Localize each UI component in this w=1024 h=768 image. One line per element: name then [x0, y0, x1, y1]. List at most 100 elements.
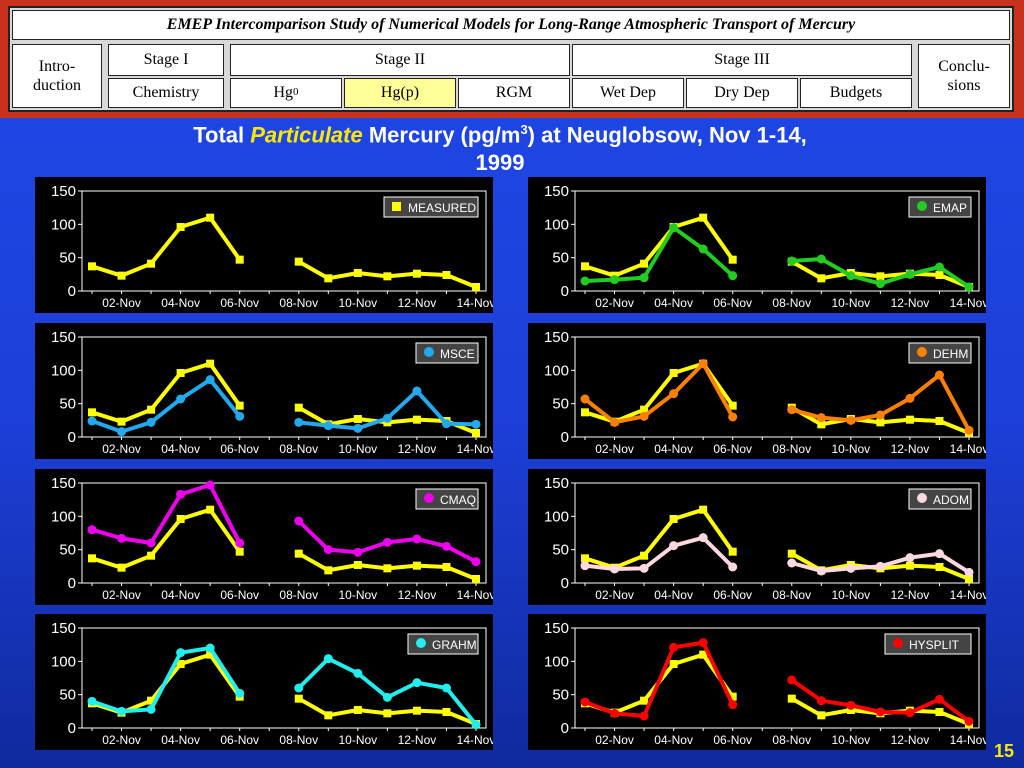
data-point: [639, 563, 649, 573]
y-tick-label: 100: [51, 362, 76, 379]
series-line: [91, 507, 242, 570]
chart-dehm: 0 50 100 150 02-Nov 04-Nov 06-Nov 08-Nov 10-Nov 1…: [528, 323, 986, 459]
data-point: [964, 567, 974, 577]
data-point: [846, 700, 856, 710]
y-tick-label: 100: [544, 653, 569, 670]
data-point: [817, 420, 826, 429]
data-point: [728, 401, 737, 410]
series-line: [91, 361, 242, 424]
x-tick-label: 08-Nov: [279, 588, 318, 602]
data-point: [905, 415, 914, 424]
series-line: [583, 361, 735, 425]
legend-marker: [917, 347, 927, 357]
data-point: [146, 417, 156, 427]
data-point: [206, 213, 215, 222]
x-tick-label: 14-Nov: [950, 588, 986, 602]
nav-introduction[interactable]: Intro- duction: [12, 44, 102, 108]
x-tick-label: 10-Nov: [832, 442, 871, 456]
y-tick-label: 100: [544, 362, 569, 379]
data-point: [235, 547, 244, 556]
data-point: [87, 696, 97, 706]
data-point: [905, 561, 914, 570]
legend-marker: [416, 638, 426, 648]
nav-hgp[interactable]: Hg(p): [344, 78, 456, 108]
x-tick-label: 10-Nov: [832, 733, 871, 747]
y-tick-label: 0: [68, 720, 76, 737]
data-point: [117, 706, 127, 716]
legend-box: [407, 633, 479, 655]
y-tick-label: 50: [552, 250, 569, 267]
data-point: [117, 533, 127, 543]
data-point: [471, 557, 481, 567]
nav-rgm[interactable]: RGM: [458, 78, 570, 108]
x-tick-label: 02-Nov: [102, 296, 141, 310]
y-tick-label: 150: [544, 329, 569, 346]
plot-frame: [81, 190, 487, 292]
y-tick-label: 50: [552, 687, 569, 704]
x-tick-label: 04-Nov: [161, 733, 200, 747]
legend-label: MSCE: [440, 347, 475, 361]
data-point: [442, 271, 451, 279]
data-point: [905, 393, 915, 403]
data-point: [669, 223, 679, 233]
data-point: [935, 563, 944, 571]
x-tick-label: 08-Nov: [279, 733, 318, 747]
data-point: [816, 696, 826, 706]
x-tick-label: 10-Nov: [339, 733, 378, 747]
data-point: [206, 505, 215, 514]
x-tick-label: 14-Nov: [457, 442, 493, 456]
x-tick-label: 04-Nov: [161, 296, 200, 310]
data-point: [728, 692, 737, 701]
data-point: [205, 480, 215, 490]
data-point: [581, 262, 589, 271]
nav-stage1[interactable]: Stage I: [108, 44, 224, 76]
data-point: [934, 262, 944, 272]
data-point: [471, 720, 481, 730]
data-point: [669, 642, 679, 652]
data-point: [176, 369, 185, 377]
legend-label: MEASURED: [408, 201, 476, 215]
nav-wetdep[interactable]: Wet Dep: [572, 78, 684, 108]
data-point: [935, 271, 944, 279]
x-tick-label: 12-Nov: [398, 296, 437, 310]
data-point: [698, 244, 708, 254]
nav-hg0[interactable]: Hg 0: [230, 78, 342, 108]
legend-box: [383, 196, 479, 218]
title-part1: Total: [193, 122, 251, 148]
legend-marker: [917, 201, 927, 211]
nav-chemistry[interactable]: Chemistry: [108, 78, 224, 108]
data-point: [639, 711, 649, 721]
nav-stage2[interactable]: Stage II: [230, 44, 570, 76]
nav-drydep[interactable]: Dry Dep: [686, 78, 798, 108]
data-point: [639, 411, 649, 421]
y-tick-label: 150: [544, 183, 569, 200]
plot-frame: [81, 627, 487, 729]
chart-svg: 0 50 100 150 02-Nov 04-Nov 06-Nov 08-Nov 10-Nov 1…: [528, 614, 986, 750]
legend-box: [884, 633, 972, 655]
nav-budgets[interactable]: Budgets: [800, 78, 912, 108]
data-point: [294, 683, 304, 693]
x-tick-label: 04-Nov: [161, 588, 200, 602]
nav-stage3[interactable]: Stage III: [572, 44, 912, 76]
legend-label: HYSPLIT: [909, 638, 960, 652]
data-point: [640, 405, 649, 414]
data-point: [876, 272, 885, 281]
data-point: [176, 648, 186, 658]
data-point: [117, 417, 126, 426]
data-point: [147, 696, 156, 705]
data-point: [964, 716, 974, 726]
data-point: [699, 213, 708, 222]
y-tick-label: 50: [552, 396, 569, 413]
data-point: [235, 401, 244, 410]
plot-frame: [574, 190, 980, 292]
data-point: [294, 549, 303, 558]
data-point: [817, 711, 826, 720]
data-point: [787, 256, 797, 266]
data-point: [353, 269, 362, 277]
data-point: [294, 417, 304, 427]
x-tick-label: 06-Nov: [220, 733, 259, 747]
title-part2: Mercury (pg/m: [362, 122, 521, 148]
nav-conclusions[interactable]: Conclu- sions: [918, 44, 1010, 108]
nav-conclusions-line1: Conclu-: [938, 57, 990, 75]
data-point: [205, 643, 215, 653]
